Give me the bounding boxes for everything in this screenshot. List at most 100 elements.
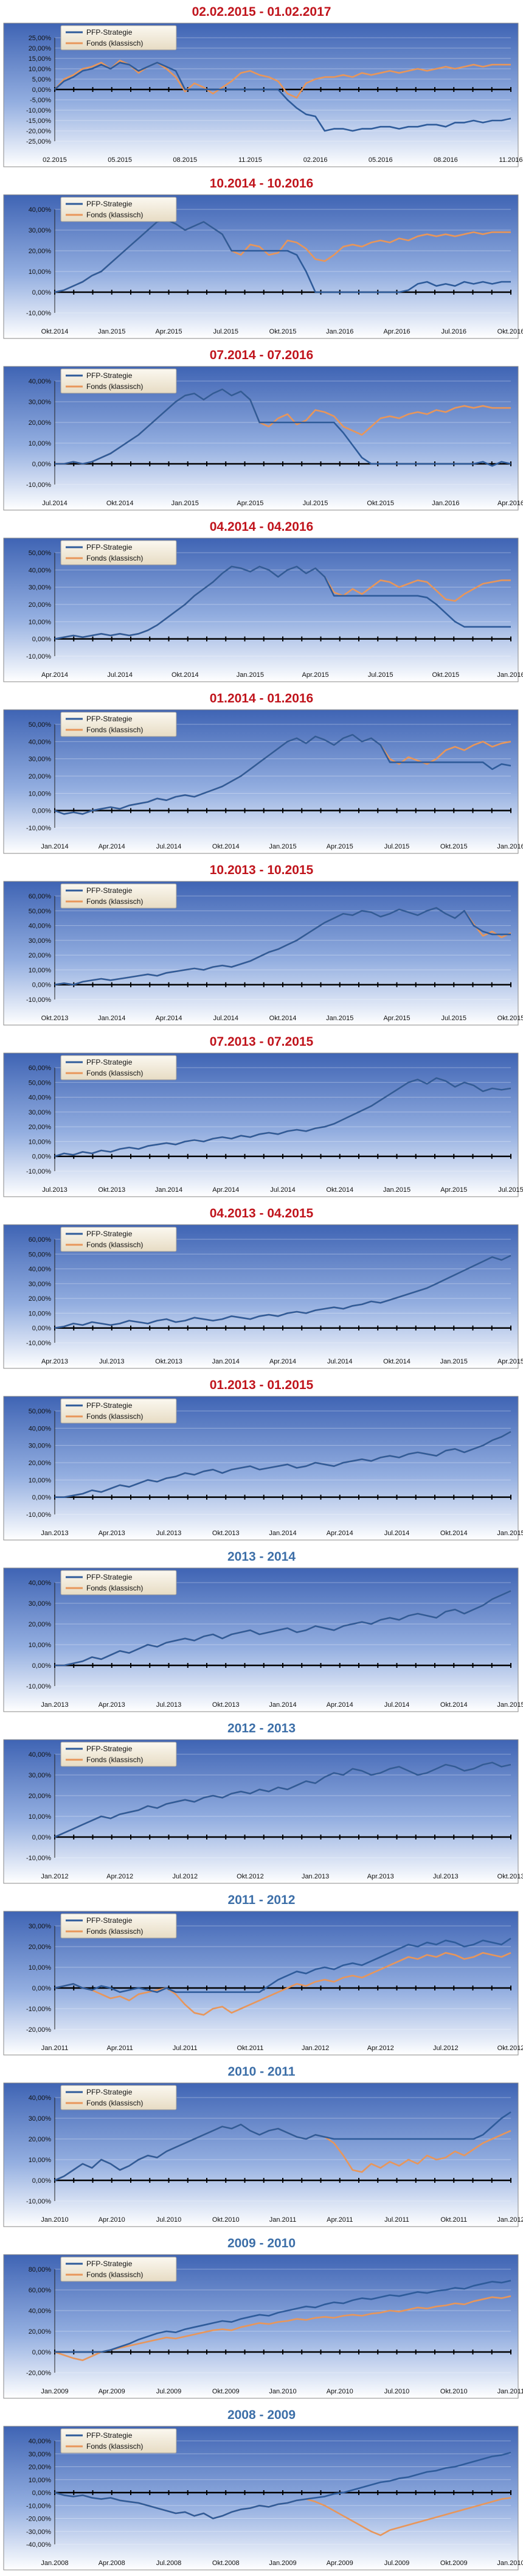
x-tick-label: Apr.2015 [302, 671, 329, 679]
legend-label: Fonds (klassisch) [86, 2099, 143, 2107]
y-tick-label: 30,00% [29, 1281, 52, 1288]
line-chart: 2010 - 2011 40,00% 30,00% 20,00% 10,00% 0,00%… [3, 2065, 523, 2227]
x-tick-label: Jul.2013 [156, 1701, 182, 1709]
x-tick-label: Jul.2016 [441, 328, 466, 335]
y-tick-label: -10,00% [26, 107, 51, 114]
y-tick-label: 10,00% [29, 1477, 52, 1484]
x-tick-label: Okt.2014 [171, 671, 199, 679]
chart-title: 04.2014 - 04.2016 [210, 520, 313, 534]
y-tick-label: 40,00% [29, 567, 52, 574]
y-tick-label: 0,00% [32, 1662, 51, 1670]
legend-label: PFP-Strategie [86, 543, 133, 551]
x-tick-label: Jan.2010 [269, 2388, 296, 2395]
legend-label: PFP-Strategie [86, 1230, 133, 1238]
x-tick-label: Jan.2014 [212, 1358, 240, 1365]
y-tick-label: -10,00% [26, 2502, 51, 2510]
chart-title: 07.2013 - 07.2015 [210, 1035, 314, 1049]
x-tick-label: 05.2015 [108, 156, 132, 164]
series-line [55, 1430, 511, 1498]
x-tick-label: Apr.2014 [327, 1530, 353, 1537]
series-line [54, 1255, 511, 1329]
y-tick-label: 20,00% [29, 773, 52, 780]
x-tick-label: Okt.2015 [497, 1015, 523, 1022]
y-tick-label: 30,00% [29, 2115, 52, 2123]
y-tick-label: 0,00% [32, 2349, 51, 2356]
legend-label: Fonds (klassisch) [86, 39, 143, 47]
x-tick-label: Okt.2015 [269, 328, 297, 335]
y-tick-label: 0,00% [32, 636, 51, 643]
y-tick-label: 20,00% [29, 1460, 52, 1467]
x-tick-label: Jan.2012 [302, 2045, 329, 2052]
x-tick-label: Jul.2014 [270, 1186, 296, 1194]
legend-label: PFP-Strategie [86, 200, 133, 208]
series-line [55, 2280, 511, 2353]
y-tick-label: 0,00% [32, 1494, 51, 1502]
y-tick-label: -40,00% [26, 2541, 51, 2549]
y-tick-label: 20,00% [29, 419, 52, 427]
x-tick-label: Jan.2014 [269, 1701, 296, 1709]
x-tick-label: 02.2015 [43, 156, 67, 164]
chart-title: 07.2014 - 07.2016 [210, 348, 313, 362]
y-tick-label: 0,00% [32, 1325, 51, 1332]
x-tick-label: Jan.2015 [269, 843, 296, 850]
x-tick-label: Apr.2014 [41, 671, 68, 679]
x-tick-label: Apr.2015 [383, 1015, 410, 1022]
x-tick-label: Jul.2008 [156, 2560, 182, 2567]
x-tick-label: Okt.2010 [440, 2388, 468, 2395]
y-tick-label: 20,00% [29, 1793, 52, 1800]
x-tick-label: Jul.2014 [384, 1530, 410, 1537]
x-tick-label: Jul.2013 [433, 1873, 459, 1880]
y-tick-label: 0,00% [32, 1153, 51, 1161]
chart-title: 01.2013 - 01.2015 [210, 1378, 314, 1392]
series-line [54, 219, 511, 293]
y-tick-label: 40,00% [29, 2095, 52, 2102]
y-tick-label: -5,00% [30, 97, 51, 104]
chart-background [3, 537, 519, 682]
legend [60, 1741, 177, 1767]
x-tick-label: Okt.2015 [367, 500, 394, 507]
y-tick-label: -25,00% [26, 138, 51, 145]
chart-title: 10.2014 - 10.2016 [210, 177, 313, 191]
legend [60, 712, 177, 737]
x-tick-label: Jul.2013 [156, 1530, 182, 1537]
y-tick-label: 5,00% [32, 76, 51, 83]
series-line [54, 907, 511, 985]
x-tick-label: Okt.2014 [326, 1186, 353, 1194]
x-tick-label: Apr.2009 [99, 2388, 125, 2395]
y-tick-label: 0,00% [32, 289, 51, 296]
series-line [54, 2451, 511, 2519]
x-tick-label: Apr.2014 [99, 843, 125, 850]
y-tick-label: 30,00% [29, 1923, 52, 1930]
x-tick-label: Apr.2015 [327, 843, 353, 850]
x-tick-label: Okt.2012 [237, 1873, 264, 1880]
x-tick-label: Apr.2008 [99, 2560, 125, 2567]
x-tick-label: Jan.2011 [269, 2216, 296, 2224]
series-line [54, 565, 511, 640]
x-tick-label: Jan.2015 [497, 1530, 523, 1537]
x-tick-label: Jan.2015 [237, 671, 264, 679]
y-tick-label: 40,00% [29, 738, 52, 746]
y-tick-label: 60,00% [29, 1236, 52, 1244]
y-tick-label: 20,00% [29, 2328, 52, 2336]
y-tick-label: 30,00% [29, 399, 52, 406]
x-tick-label: Apr.2015 [497, 1358, 523, 1365]
y-tick-label: -20,00% [26, 128, 51, 135]
legend-label: Fonds (klassisch) [86, 1755, 143, 1764]
chart-panel: 07.2013 - 07.2015 60,00% 50,00% 40,00% 30,00… [0, 1030, 523, 1202]
y-tick-label: 20,00% [29, 2136, 52, 2143]
y-tick-label: 10,00% [29, 790, 52, 797]
y-tick-label: 20,00% [29, 601, 52, 609]
x-tick-label: Jan.2012 [41, 1873, 68, 1880]
line-chart: 02.02.2015 - 01.02.2017 25,00% 20,00% 15,00… [3, 5, 522, 167]
y-tick-label: 0,00% [32, 2177, 51, 2185]
x-tick-label: 05.2016 [369, 156, 393, 164]
y-tick-label: 0,00% [32, 982, 51, 989]
y-tick-label: -10,00% [26, 653, 51, 660]
line-chart: 2008 - 2009 40,00% 30,00% 20,00% 10,00% 0,00%… [3, 2408, 523, 2571]
line-chart: 10.2013 - 10.2015 60,00% 50,00% 40,00% 30,00… [3, 863, 523, 1026]
y-tick-label: 20,00% [29, 1944, 52, 1951]
y-tick-label: 10,00% [29, 66, 52, 73]
line-chart: 07.2013 - 07.2015 60,00% 50,00% 40,00% 30,00… [3, 1035, 523, 1197]
y-tick-label: 30,00% [29, 2451, 52, 2458]
chart-panel: 2013 - 2014 40,00% 30,00% 20,00% 10,00% 0,00%… [0, 1545, 523, 1717]
